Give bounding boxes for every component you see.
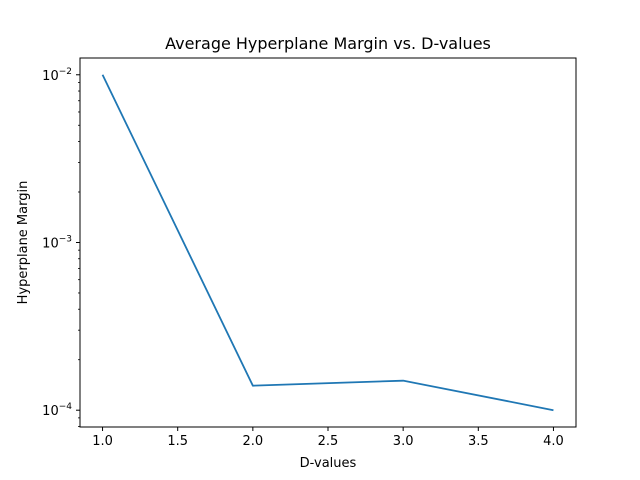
x-tick-label: 1.0	[92, 434, 113, 449]
x-axis: 1.0 1.5 2.0 2.5 3.0 3.5 4.0	[92, 427, 564, 449]
y-tick-label: 10−3	[42, 234, 72, 251]
x-tick-label: 2.0	[243, 434, 264, 449]
y-tick-label: 10−2	[42, 67, 72, 84]
x-tick-label: 4.0	[543, 434, 564, 449]
y-axis: 10−4 10−3 10−2	[42, 67, 80, 427]
plot-frame	[79, 57, 577, 428]
series-layer	[101, 74, 554, 412]
y-axis-label: Hyperplane Margin	[16, 181, 31, 305]
x-tick-label: 3.0	[393, 434, 414, 449]
x-tick-label: 1.5	[167, 434, 188, 449]
x-tick-label: 2.5	[318, 434, 339, 449]
series-line	[101, 74, 554, 412]
x-axis-label: D-values	[300, 456, 357, 471]
y-tick-label: 10−4	[42, 402, 72, 419]
x-tick-label: 3.5	[468, 434, 489, 449]
chart-title: Average Hyperplane Margin vs. D-values	[165, 34, 491, 53]
